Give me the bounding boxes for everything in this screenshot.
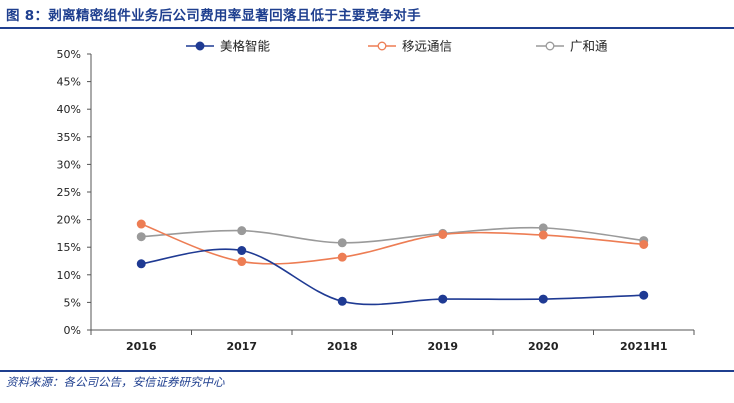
data-point (538, 230, 548, 240)
data-point (237, 257, 247, 267)
y-tick-label: 15% (57, 241, 81, 254)
chart-title: 图 8：剥离精密组件业务后公司费用率显著回落且低于主要竞争对手 (6, 8, 421, 24)
title-rule (0, 27, 734, 29)
data-point (639, 290, 649, 300)
data-point (337, 252, 347, 262)
legend-label: 广和通 (570, 39, 608, 54)
legend-label: 移远通信 (402, 39, 452, 54)
legend-swatch-marker (545, 41, 555, 51)
y-tick-label: 5% (64, 296, 81, 309)
data-point (136, 219, 146, 229)
x-tick-label: 2016 (126, 340, 157, 353)
data-point (438, 230, 448, 240)
legend-swatch-marker (377, 41, 387, 51)
axes (90, 54, 694, 331)
data-point (438, 294, 448, 304)
y-axis-ticks: 0% 5% 10% 15% 20% 25% 30% 35% 40% 45% 50% (57, 48, 91, 337)
data-point (237, 226, 247, 236)
x-tick-label: 2018 (327, 340, 358, 353)
y-tick-label: 45% (57, 76, 81, 89)
data-point (136, 232, 146, 242)
y-tick-label: 35% (57, 131, 81, 144)
legend: 美格智能 移远通信 广和通 (186, 39, 608, 54)
series-lines (136, 219, 649, 306)
y-tick-label: 25% (57, 186, 81, 199)
x-tick-label: 2020 (528, 340, 559, 353)
x-tick-label: 2019 (427, 340, 458, 353)
x-tick-label: 2021H1 (620, 340, 667, 353)
legend-swatch-marker (195, 41, 205, 51)
y-tick-label: 10% (57, 269, 81, 282)
y-tick-label: 40% (57, 103, 81, 116)
series-line (141, 248, 644, 306)
y-tick-label: 0% (64, 324, 81, 337)
x-axis-ticks: 2016 2017 2018 2019 2020 2021H1 (90, 330, 695, 353)
data-point (639, 239, 649, 249)
x-tick-label: 2017 (226, 340, 257, 353)
source-note: 资料来源：各公司公告，安信证券研究中心 (6, 375, 225, 389)
series-line (141, 226, 644, 244)
data-point (136, 259, 146, 269)
legend-label: 美格智能 (220, 39, 271, 54)
y-tick-label: 20% (57, 214, 81, 227)
data-point (237, 246, 247, 256)
series-line (140, 223, 644, 265)
data-point (337, 238, 347, 248)
data-point (538, 294, 548, 304)
data-point (337, 296, 347, 306)
source-rule (0, 370, 734, 372)
y-tick-label: 50% (57, 48, 81, 61)
y-tick-label: 30% (57, 158, 81, 171)
